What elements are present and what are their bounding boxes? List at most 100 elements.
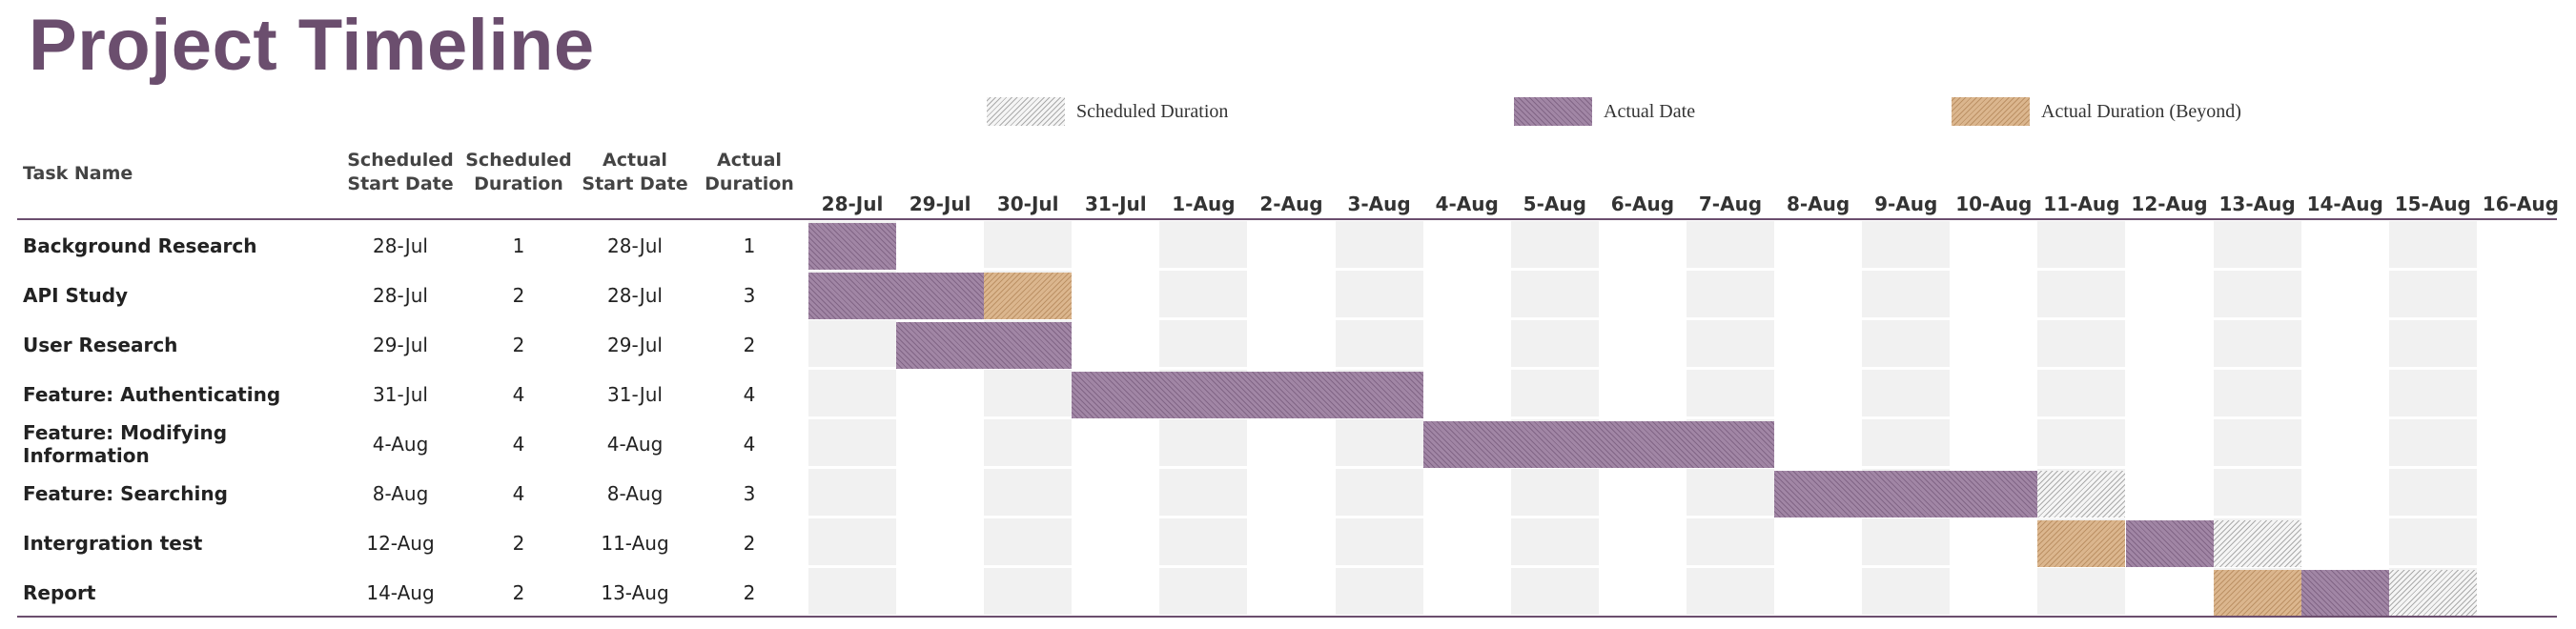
grid-column-shade [2388, 469, 2477, 516]
actual-start-cell: 13-Aug [601, 581, 669, 604]
actual-start-cell: 28-Jul [607, 284, 663, 307]
date-header-6-aug: 6-Aug [1610, 193, 1675, 215]
grid-column-shade [1159, 469, 1248, 516]
grid-column-shade [984, 518, 1073, 565]
grid-column-shade [2037, 370, 2126, 416]
grid-column-shade [808, 469, 896, 516]
bar-scheduled-duration [2037, 471, 2126, 517]
grid-column-shade [1335, 568, 1423, 615]
grid-column-shade [2213, 419, 2301, 466]
grid-column-shade [1159, 320, 1248, 367]
grid-column-shade [1510, 370, 1599, 416]
date-header-1-aug: 1-Aug [1172, 193, 1236, 215]
grid-column-shade [1510, 320, 1599, 367]
grid-column-shade [2037, 271, 2126, 317]
scheduled-start-cell: 28-Jul [373, 234, 428, 257]
page-title: Project Timeline [29, 5, 595, 86]
bar-actual-date [1072, 372, 1423, 418]
grid-column-shade [984, 568, 1073, 615]
task-name-cell: Report [23, 581, 96, 604]
grid-column-shade [1862, 568, 1951, 615]
grid-column-shade [2037, 568, 2126, 615]
grid-column-shade [1510, 518, 1599, 565]
bar-actual-beyond [984, 273, 1073, 319]
scheduled-start-cell: 28-Jul [373, 284, 428, 307]
legend-scheduled-swatch [987, 97, 1065, 126]
date-header-29-jul: 29-Jul [909, 193, 971, 215]
date-header-2-aug: 2-Aug [1259, 193, 1323, 215]
date-header-16-aug: 16-Aug [2482, 193, 2559, 215]
grid-column-shade [1159, 271, 1248, 317]
grid-column-shade [2213, 370, 2301, 416]
bar-scheduled-duration [2388, 570, 2477, 617]
grid-column-shade [984, 469, 1073, 516]
scheduled-start-cell: 14-Aug [366, 581, 435, 604]
grid-column-shade [808, 370, 896, 416]
grid-column-shade [1687, 221, 1774, 268]
date-header-4-aug: 4-Aug [1435, 193, 1499, 215]
grid-column-shade [984, 370, 1073, 416]
actual-duration-cell: 1 [743, 234, 756, 257]
actual-duration-cell: 3 [743, 482, 756, 505]
header-task-name: Task Name [23, 163, 133, 184]
legend-beyond: Actual Duration (Beyond) [1952, 95, 2241, 128]
date-header-28-jul: 28-Jul [821, 193, 884, 215]
scheduled-duration-cell: 2 [512, 284, 525, 307]
legend-beyond-label: Actual Duration (Beyond) [2041, 100, 2241, 122]
scheduled-duration-cell: 4 [512, 482, 525, 505]
grid-column-shade [1862, 320, 1951, 367]
legend-scheduled-label: Scheduled Duration [1076, 100, 1229, 122]
grid-column-shade [2388, 221, 2477, 268]
header-actual-duration: Actual Duration [705, 150, 794, 194]
legend-actual-swatch [1514, 97, 1592, 126]
grid-column-shade [2388, 518, 2477, 565]
actual-start-cell: 29-Jul [607, 334, 663, 356]
task-name-cell: User Research [23, 334, 178, 356]
grid-column-shade [1862, 370, 1951, 416]
actual-duration-cell: 4 [743, 383, 756, 406]
date-header-31-jul: 31-Jul [1084, 193, 1147, 215]
scheduled-duration-cell: 2 [512, 532, 525, 555]
grid-column-shade [2037, 419, 2126, 466]
actual-duration-cell: 4 [743, 433, 756, 456]
scheduled-start-cell: 8-Aug [372, 482, 429, 505]
legend-actual-label: Actual Date [1604, 100, 1696, 122]
task-name-cell: Feature: Modifying Information [23, 421, 228, 467]
scheduled-start-cell: 29-Jul [373, 334, 428, 356]
grid-column-shade [1862, 221, 1951, 268]
header-scheduled-start: Scheduled Start Date [347, 150, 454, 194]
date-header-5-aug: 5-Aug [1523, 193, 1586, 215]
date-header-12-aug: 12-Aug [2131, 193, 2208, 215]
date-header-11-aug: 11-Aug [2043, 193, 2120, 215]
date-header-14-aug: 14-Aug [2306, 193, 2383, 215]
bar-actual-date [1422, 421, 1775, 468]
actual-start-cell: 8-Aug [606, 482, 664, 505]
scheduled-duration-cell: 2 [512, 581, 525, 604]
scheduled-start-cell: 12-Aug [366, 532, 435, 555]
date-header-3-aug: 3-Aug [1347, 193, 1411, 215]
grid-column-shade [984, 419, 1073, 466]
grid-column-shade [1862, 271, 1951, 317]
grid-column-shade [1335, 271, 1423, 317]
grid-column-shade [1510, 469, 1599, 516]
task-name-cell: Background Research [23, 234, 257, 257]
grid-column-shade [2213, 469, 2301, 516]
scheduled-duration-cell: 2 [512, 334, 525, 356]
legend-actual: Actual Date [1514, 95, 1695, 128]
actual-duration-cell: 2 [743, 581, 756, 604]
legend-beyond-swatch [1952, 97, 2030, 126]
grid-column-shade [1335, 518, 1423, 565]
grid-column-shade [2037, 221, 2126, 268]
date-header-15-aug: 15-Aug [2394, 193, 2471, 215]
actual-start-cell: 11-Aug [601, 532, 669, 555]
grid-column-shade [1159, 568, 1248, 615]
bar-actual-date [2125, 520, 2214, 567]
footer-rule [17, 616, 2557, 618]
grid-column-shade [2037, 320, 2126, 367]
grid-column-shade [1510, 568, 1599, 615]
actual-duration-cell: 3 [743, 284, 756, 307]
actual-start-cell: 4-Aug [606, 433, 664, 456]
scheduled-duration-cell: 1 [512, 234, 525, 257]
actual-duration-cell: 2 [743, 334, 756, 356]
task-name-cell: Feature: Authenticating [23, 383, 281, 406]
